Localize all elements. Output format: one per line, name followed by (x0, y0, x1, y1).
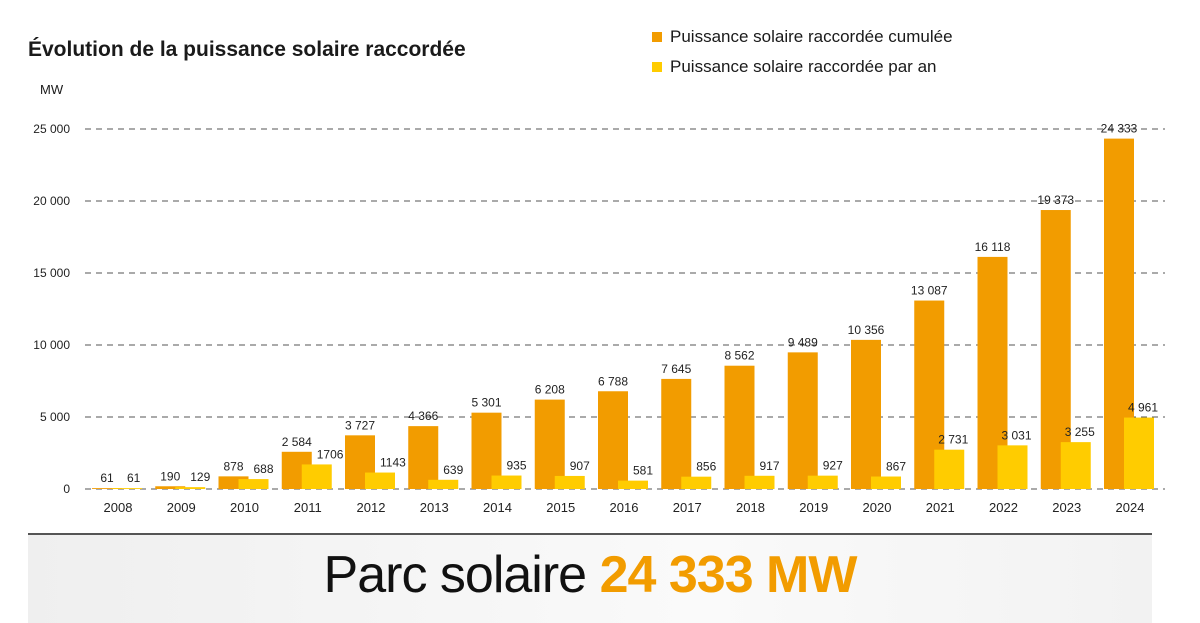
x-tick-label: 2022 (989, 500, 1018, 515)
x-tick-label: 2016 (610, 500, 639, 515)
data-label-cumulative: 8 562 (724, 349, 754, 363)
data-label-annual: 581 (633, 464, 653, 478)
data-label-annual: 4 961 (1128, 401, 1158, 415)
bar-annual (807, 475, 838, 489)
data-label-annual: 3 031 (1001, 428, 1031, 442)
bar-cumulative (724, 365, 755, 489)
y-tick-label: 0 (63, 482, 70, 496)
legend-label-cumulative: Puissance solaire raccordée cumulée (670, 27, 953, 46)
bar-annual (554, 475, 585, 489)
x-tick-label: 2008 (104, 500, 133, 515)
data-label-annual: 2 731 (938, 433, 968, 447)
data-label-annual: 907 (570, 459, 590, 473)
x-tick-label: 2012 (357, 500, 386, 515)
legend-item-annual: Puissance solaire raccordée par an (652, 57, 936, 77)
x-tick-label: 2019 (799, 500, 828, 515)
bar-cumulative (92, 488, 122, 489)
x-tick-label: 2014 (483, 500, 512, 515)
bar-cumulative (408, 426, 439, 489)
data-label-cumulative: 19 373 (1037, 193, 1074, 207)
bar-chart: 0 5 000 10 000 15 000 20 000 25 000 61 61 2008 19… (33, 122, 1165, 515)
summary-value: 24 333 MW (599, 546, 858, 604)
data-label-cumulative: 61 (100, 471, 114, 485)
bar-annual (681, 476, 712, 489)
bar-annual (365, 472, 395, 489)
x-tick-label: 2017 (673, 500, 702, 515)
x-tick-label: 2011 (294, 500, 322, 515)
bar-cumulative (155, 486, 186, 489)
data-label-cumulative: 878 (223, 459, 243, 473)
bar-annual (238, 479, 269, 489)
bar-annual (301, 464, 332, 489)
bar-annual (997, 445, 1028, 489)
x-tick-label: 2024 (1116, 500, 1145, 515)
bar-annual (491, 475, 522, 489)
data-label-annual: 129 (190, 470, 210, 484)
legend-swatch-cumulative (652, 32, 662, 42)
bar-annual (1124, 417, 1154, 489)
data-label-cumulative: 16 118 (975, 240, 1011, 254)
data-label-cumulative: 6 208 (535, 383, 565, 397)
data-label-annual: 867 (886, 460, 906, 474)
data-label-annual: 3 255 (1065, 425, 1095, 439)
summary-banner: Parc solaire 24 333 MW (28, 533, 1152, 623)
data-label-cumulative: 5 301 (471, 396, 501, 410)
data-label-annual: 688 (254, 462, 274, 476)
data-label-annual: 1706 (317, 447, 344, 461)
bar-annual (871, 476, 901, 489)
y-tick-label: 10 000 (33, 338, 70, 352)
data-label-cumulative: 4 366 (408, 409, 438, 423)
data-label-annual: 935 (507, 459, 527, 473)
bar-annual (175, 487, 206, 489)
data-label-cumulative: 13 087 (911, 284, 948, 298)
y-tick-label: 25 000 (33, 122, 70, 136)
legend-swatch-annual (652, 62, 662, 72)
data-label-cumulative: 6 788 (598, 374, 628, 388)
summary-label: Parc solaire (323, 546, 588, 604)
data-label-cumulative: 190 (160, 469, 180, 483)
data-label-cumulative: 10 356 (848, 323, 885, 337)
bar-annual (618, 480, 648, 489)
legend-item-cumulative: Puissance solaire raccordée cumulée (652, 27, 953, 47)
data-label-cumulative: 9 489 (788, 335, 818, 349)
bar-cumulative (598, 391, 628, 489)
data-label-cumulative: 7 645 (661, 362, 691, 376)
legend-label-annual: Puissance solaire raccordée par an (670, 57, 937, 76)
data-label-cumulative: 3 727 (345, 418, 375, 432)
y-axis-unit: MW (40, 82, 64, 97)
data-label-annual: 1143 (380, 456, 406, 470)
bar-cumulative (534, 399, 565, 489)
x-tick-label: 2023 (1052, 500, 1081, 515)
data-label-annual: 639 (443, 463, 463, 477)
x-tick-label: 2021 (926, 500, 955, 515)
bar-annual (744, 475, 775, 489)
bar-cumulative (787, 352, 818, 489)
x-tick-label: 2018 (736, 500, 765, 515)
data-label-annual: 917 (760, 459, 780, 473)
data-label-annual: 61 (127, 471, 141, 485)
bar-annual (112, 488, 142, 489)
x-tick-label: 2020 (863, 500, 892, 515)
y-tick-label: 20 000 (33, 194, 70, 208)
chart-title: Évolution de la puissance solaire raccor… (28, 38, 466, 61)
bar-annual (934, 449, 965, 489)
y-tick-label: 5 000 (40, 410, 70, 424)
data-label-annual: 927 (823, 459, 843, 473)
bar-annual (1060, 442, 1091, 489)
bar-cumulative (661, 378, 692, 489)
data-label-annual: 856 (696, 460, 716, 474)
bar-cumulative (851, 339, 881, 489)
bar-annual (428, 479, 459, 489)
data-label-cumulative: 2 584 (282, 435, 312, 449)
y-tick-label: 15 000 (33, 266, 70, 280)
x-tick-label: 2010 (230, 500, 259, 515)
x-tick-label: 2013 (420, 500, 449, 515)
x-tick-label: 2009 (167, 500, 196, 515)
data-label-cumulative: 24 333 (1101, 122, 1138, 136)
x-tick-label: 2015 (546, 500, 575, 515)
